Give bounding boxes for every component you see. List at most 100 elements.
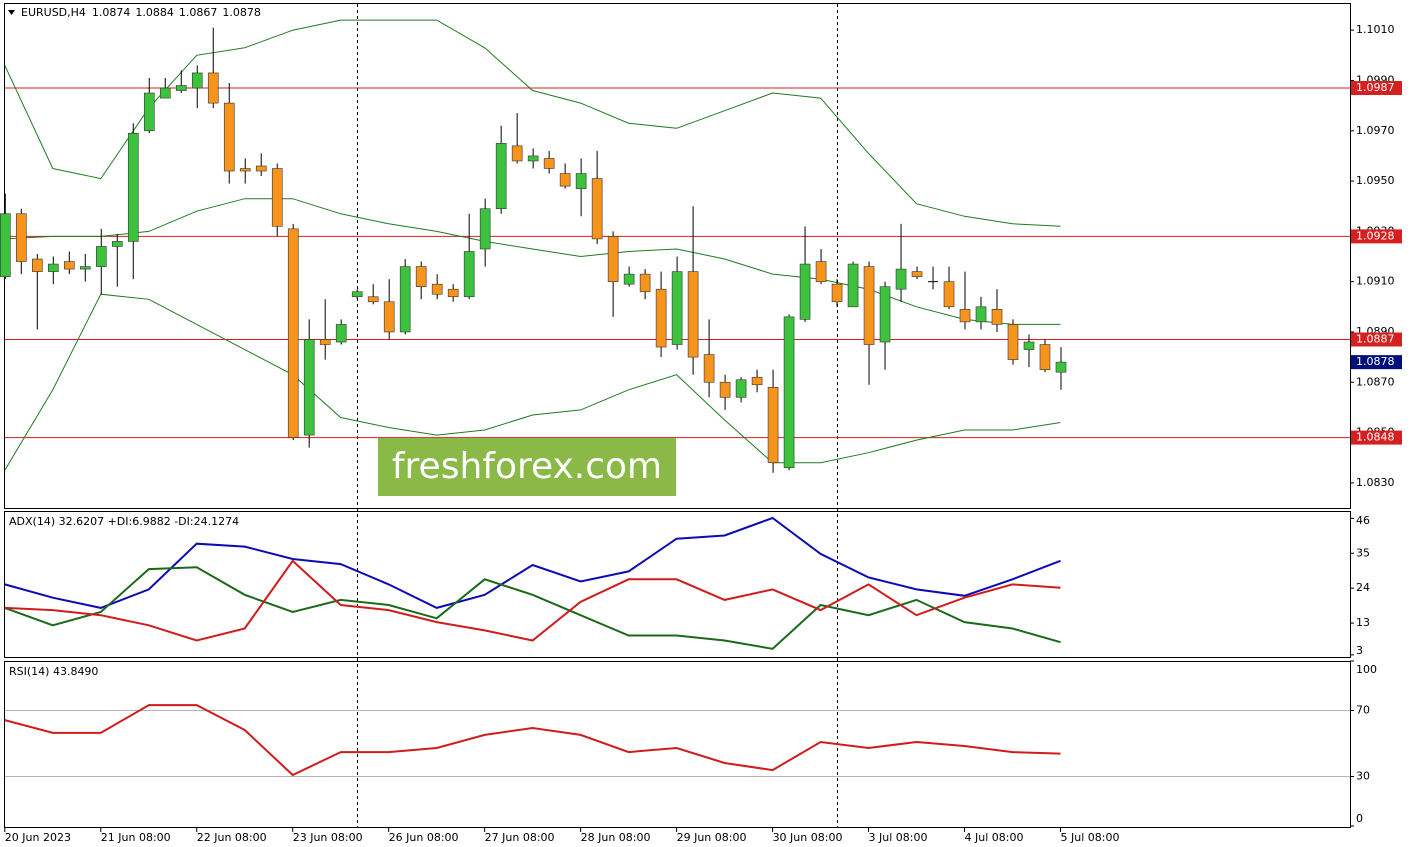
indicator-line: [4, 704, 1061, 777]
level-label: 1.0928: [1356, 229, 1395, 242]
candle-body: [1055, 361, 1067, 373]
y-tick-label: 30: [1356, 770, 1370, 783]
header-high: 1.0884: [135, 6, 174, 19]
candle-body: [31, 258, 43, 272]
y-tick-label: 70: [1356, 704, 1370, 717]
candle-body: [335, 324, 347, 343]
y-tick-label: 3: [1356, 644, 1363, 657]
y-tick-label: 46: [1356, 514, 1370, 527]
level-label: 1.0887: [1356, 333, 1395, 346]
candle-body: [671, 271, 683, 345]
y-tick-label: 0: [1356, 812, 1363, 825]
candle-body: [159, 87, 171, 99]
x-tick-label: 20 Jun 2023: [5, 831, 71, 844]
x-tick-label: 29 Jun 08:00: [677, 831, 747, 844]
candle-body: [847, 263, 859, 308]
candle-body: [0, 213, 11, 277]
candle-body: [223, 102, 235, 172]
candle-body: [191, 72, 203, 89]
candle-body: [911, 271, 923, 277]
y-tick-label: 1.0950: [1356, 174, 1395, 187]
candle-body: [351, 291, 363, 298]
y-tick-label: 1.0910: [1356, 275, 1395, 288]
candle-body: [751, 376, 763, 386]
candle-body: [1007, 324, 1019, 360]
watermark: freshforex.com: [392, 446, 662, 487]
candle-body: [255, 165, 267, 172]
candle-body: [79, 266, 91, 270]
candle-body: [623, 273, 635, 285]
candle-body: [319, 339, 331, 345]
level-label-box: [1351, 229, 1402, 244]
indicator-line: [4, 566, 1061, 650]
candle-body: [239, 168, 251, 172]
candle-body: [687, 271, 699, 358]
adx-title: ADX(14) 32.6207 +DI:6.9882 -DI:24.1274: [9, 515, 239, 528]
watermark-box: [378, 438, 676, 496]
candle-body: [127, 132, 139, 242]
candle-body: [975, 306, 987, 323]
candle-body: [655, 288, 667, 348]
menu-icon: [8, 10, 15, 15]
candle-body: [767, 386, 779, 464]
candle-body: [415, 266, 427, 287]
candle-body: [431, 283, 443, 295]
indicator-line: [4, 559, 1061, 642]
candle-body: [447, 288, 459, 298]
candle-body: [559, 173, 571, 187]
candle-body: [383, 301, 395, 333]
x-tick-label: 22 Jun 08:00: [197, 831, 267, 844]
candle-body: [959, 309, 971, 323]
band-line: [4, 19, 1061, 227]
candle-body: [511, 145, 523, 162]
candle-body: [815, 261, 827, 282]
candle-body: [831, 283, 843, 303]
candle-body: [543, 158, 555, 169]
candle-body: [495, 143, 507, 210]
candle-body: [639, 273, 651, 293]
level-label: 1.0987: [1356, 81, 1395, 94]
x-tick-label: 27 Jun 08:00: [485, 831, 555, 844]
x-tick-label: 26 Jun 08:00: [389, 831, 459, 844]
y-tick-label: 1.1010: [1356, 23, 1395, 36]
candle-body: [879, 286, 891, 343]
candle-body: [63, 261, 75, 270]
y-tick-label: 1.0870: [1356, 375, 1395, 388]
level-label: 1.0848: [1356, 431, 1395, 444]
candle-body: [15, 213, 27, 262]
candle-body: [591, 178, 603, 240]
symbol: EURUSD,H4: [21, 6, 86, 19]
x-tick-label: 28 Jun 08:00: [581, 831, 651, 844]
candle-body: [1023, 341, 1035, 350]
y-tick-label: 1.0830: [1356, 476, 1395, 489]
marks: 1.10101.09901.09701.09501.09301.09101.08…: [0, 19, 1402, 844]
band-line: [4, 293, 1061, 471]
y-tick-label: 35: [1356, 546, 1370, 559]
candle-body: [287, 228, 299, 438]
candle-body: [943, 281, 955, 308]
level-label-box: [1351, 332, 1402, 347]
candle-body: [143, 92, 155, 132]
candle-body: [271, 168, 283, 227]
candle-body: [575, 173, 587, 189]
candle-body: [703, 354, 715, 383]
rsi-title: RSI(14) 43.8490: [9, 665, 98, 678]
candle-body: [607, 236, 619, 282]
candle-body: [799, 263, 811, 320]
header-close: 1.0878: [222, 6, 261, 19]
x-tick-label: 5 Jul 08:00: [1060, 831, 1119, 844]
candle-body: [207, 72, 219, 104]
candle-body: [303, 339, 315, 436]
candle-body: [175, 85, 187, 91]
indicator-line: [4, 516, 1061, 609]
candle-body: [479, 208, 491, 250]
rsi-panel-frame: [4, 661, 1351, 828]
adx-panel-frame: [4, 511, 1351, 658]
last-price-label: 1.0878: [1356, 355, 1395, 368]
candle-body: [783, 316, 795, 469]
y-tick-label: 24: [1356, 581, 1370, 594]
x-tick-label: 4 Jul 08:00: [965, 831, 1024, 844]
x-tick-label: 3 Jul 08:00: [869, 831, 928, 844]
